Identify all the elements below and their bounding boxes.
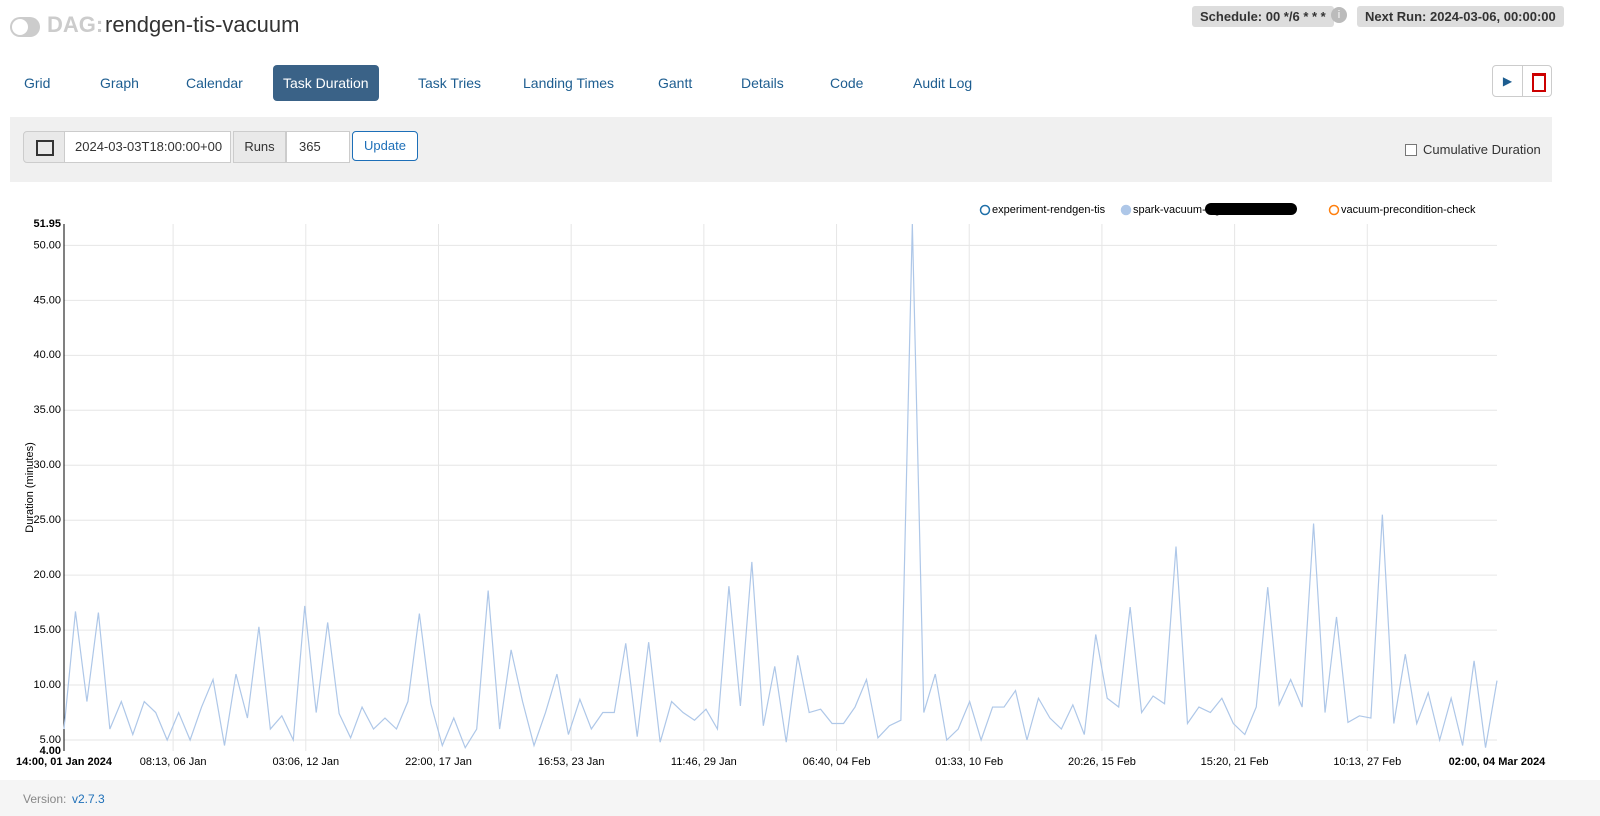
legend-label: experiment-rendgen-tis bbox=[992, 204, 1106, 216]
x-tick-label: 03:06, 12 Jan bbox=[272, 756, 339, 768]
y-tick-label: 45.00 bbox=[33, 294, 61, 306]
y-tick-label: 51.95 bbox=[33, 218, 61, 230]
runs-label: Runs bbox=[233, 131, 286, 163]
x-tick-label: 16:53, 23 Jan bbox=[538, 756, 605, 768]
tab[interactable]: Gantt bbox=[658, 75, 693, 91]
tab[interactable]: Details bbox=[741, 75, 784, 91]
version-label: Version: bbox=[23, 792, 67, 806]
tab[interactable]: Code bbox=[830, 75, 864, 91]
footer: Version: v2.7.3 bbox=[0, 780, 1600, 816]
cumulative-checkbox[interactable] bbox=[1405, 144, 1417, 156]
y-tick-label: 50.00 bbox=[33, 239, 61, 251]
x-tick-label: 02:00, 04 Mar 2024 bbox=[1449, 756, 1547, 768]
tab[interactable]: Graph bbox=[100, 75, 139, 91]
trigger-button[interactable]: ▶ bbox=[1493, 66, 1523, 96]
y-tick-label: 35.00 bbox=[33, 404, 61, 416]
tab[interactable]: Landing Times bbox=[523, 75, 615, 91]
x-tick-label: 08:13, 06 Jan bbox=[140, 756, 207, 768]
dag-prefix: DAG: bbox=[47, 12, 104, 37]
y-tick-label: 20.00 bbox=[33, 569, 61, 581]
calendar-button[interactable] bbox=[23, 131, 65, 163]
legend-marker bbox=[1120, 204, 1132, 216]
legend-marker bbox=[979, 204, 991, 216]
tab[interactable]: Calendar bbox=[186, 75, 243, 91]
chart: 4.005.00 10.00 15.00 20.00 25.00 30.00 35.00 40… bbox=[16, 204, 1547, 768]
schedule: Schedule: 00 */6 * * * bbox=[1192, 6, 1334, 27]
base-date-input[interactable]: 2024-03-03T18:00:00+00 bbox=[64, 131, 231, 163]
redaction bbox=[1205, 203, 1297, 215]
y-tick-label: 25.00 bbox=[33, 514, 61, 526]
y-tick-label: 5.00 bbox=[40, 734, 61, 746]
y-tick-label: 4.00 bbox=[40, 745, 61, 757]
legend-marker bbox=[1328, 204, 1340, 216]
pause-toggle[interactable] bbox=[10, 17, 40, 37]
x-tick-label: 20:26, 15 Feb bbox=[1068, 756, 1136, 768]
x-tick-label: 15:20, 21 Feb bbox=[1201, 756, 1269, 768]
delete-button[interactable] bbox=[1532, 73, 1546, 92]
x-tick-label: 22:00, 17 Jan bbox=[405, 756, 472, 768]
x-tick-label: 14:00, 01 Jan 2024 bbox=[16, 756, 113, 768]
series-line bbox=[63, 223, 1498, 750]
next-run: Next Run: 2024-03-06, 00:00:00 bbox=[1357, 6, 1564, 27]
y-tick-label: 15.00 bbox=[33, 624, 61, 636]
version-link[interactable]: v2.7.3 bbox=[72, 792, 105, 806]
tab[interactable]: Grid bbox=[24, 75, 51, 91]
update-button[interactable]: Update bbox=[352, 131, 418, 161]
runs-select[interactable]: 365 bbox=[286, 131, 350, 163]
legend-label: spark-vacuum-log bbox=[1133, 204, 1220, 216]
tab[interactable]: Audit Log bbox=[913, 75, 973, 91]
tab[interactable]: Task Tries bbox=[418, 75, 482, 91]
legend-label: vacuum-precondition-check bbox=[1341, 204, 1476, 216]
y-tick-label: 40.00 bbox=[33, 349, 61, 361]
x-tick-label: 06:40, 04 Feb bbox=[803, 756, 871, 768]
y-tick-label: 10.00 bbox=[33, 679, 61, 691]
info-icon[interactable]: i bbox=[1331, 7, 1347, 23]
y-tick-label: 30.00 bbox=[33, 459, 61, 471]
cumulative-label: Cumulative Duration bbox=[1423, 142, 1541, 157]
actions: ▶ bbox=[1492, 65, 1552, 97]
x-tick-label: 11:46, 29 Jan bbox=[671, 756, 737, 768]
tab[interactable]: Task Duration bbox=[273, 65, 379, 101]
x-tick-label: 10:13, 27 Feb bbox=[1333, 756, 1401, 768]
x-tick-label: 01:33, 10 Feb bbox=[935, 756, 1003, 768]
dag-id: rendgen-tis-vacuum bbox=[105, 12, 300, 37]
controls: 2024-03-03T18:00:00+00 Runs 365 Update C… bbox=[10, 117, 1552, 182]
y-axis-label: Duration (minutes) bbox=[24, 442, 36, 532]
